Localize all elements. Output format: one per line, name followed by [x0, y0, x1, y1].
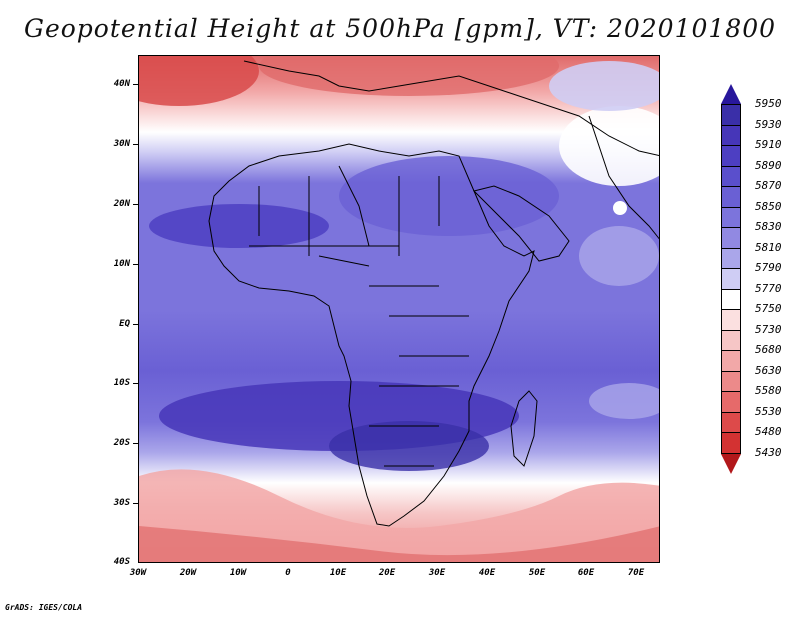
colorbar-swatch: [721, 289, 741, 310]
y-tick-40n: 40N: [113, 79, 130, 89]
colorbar-swatch: [721, 330, 741, 351]
y-tickmark: [133, 144, 138, 145]
y-tickmark: [133, 324, 138, 325]
arabian-peninsula: [473, 185, 570, 262]
y-tickmark: [133, 264, 138, 265]
x-tick-20w: 20W: [179, 568, 197, 578]
colorbar-swatch: [721, 392, 741, 413]
colorbar-label: 5530: [755, 404, 782, 418]
colorbar-bottom-arrow: [721, 453, 741, 474]
colorbar-swatch: [721, 433, 741, 454]
colorbar-label: 5930: [755, 117, 782, 131]
colorbar-label: 5870: [755, 179, 782, 192]
colorbar-label: 5730: [755, 322, 782, 336]
x-tick-10w: 10W: [229, 568, 247, 578]
y-tickmark: [133, 84, 138, 85]
high-region-north-east-africa: [339, 156, 559, 236]
high-region-west-africa: [149, 204, 329, 248]
x-tick-0: 0: [285, 568, 291, 578]
madagascar: [510, 390, 538, 467]
colorbar-label: 5680: [755, 343, 782, 356]
colorbar-swatch: [721, 351, 741, 372]
local-ridge-point: [613, 201, 627, 215]
colorbar-label: 5850: [755, 199, 782, 213]
colorbar-cells: [721, 104, 741, 454]
colorbar-swatch: [721, 269, 741, 290]
colorbar-label: 5890: [755, 158, 782, 172]
colorbar-label: 5480: [755, 425, 782, 438]
y-tickmark: [133, 503, 138, 504]
y-tick-40s: 40S: [113, 557, 130, 567]
patch-indian-ocean: [579, 226, 659, 286]
low-core-south: [139, 526, 659, 562]
colorbar-swatch: [721, 412, 741, 433]
x-tick-60e: 60E: [577, 568, 595, 578]
y-tick-10s: 10S: [113, 378, 130, 388]
colorbar-label: 5770: [755, 281, 782, 295]
y-tickmark: [133, 443, 138, 444]
low-height-region-northwest: [139, 56, 259, 106]
ridge-arabian-sea: [559, 106, 659, 186]
y-tick-eq: EQ: [119, 319, 130, 329]
chart-title: Geopotential Height at 500hPa [gpm], VT:…: [23, 14, 777, 43]
colorbar-swatch: [721, 228, 741, 249]
colorbar-label: 5790: [755, 261, 782, 274]
high-core-southern-africa: [329, 421, 489, 471]
colorbar-swatch: [721, 146, 741, 167]
footer-credit: GrADS: IGES/COLA: [5, 603, 83, 612]
europe-asia-coast: [243, 60, 659, 157]
x-tick-30e: 30E: [428, 568, 446, 578]
colorbar-swatch: [721, 166, 741, 187]
map-svg: [139, 56, 659, 562]
colorbar-label: 5910: [755, 138, 782, 151]
x-tick-30w: 30W: [129, 568, 147, 578]
patch-south-indian-ocean: [589, 383, 659, 419]
y-tickmark: [133, 383, 138, 384]
colorbar-swatch: [721, 310, 741, 331]
x-tick-40e: 40E: [478, 568, 496, 578]
colorbar-label: 5810: [755, 240, 782, 254]
colorbar-swatch: [721, 187, 741, 208]
y-tick-30n: 30N: [113, 139, 130, 149]
country-borders: [249, 165, 469, 467]
africa-outline: [208, 143, 535, 527]
y-tick-30s: 30S: [113, 498, 130, 508]
colorbar-swatch: [721, 125, 741, 146]
colorbar-swatch: [721, 207, 741, 228]
y-tick-20s: 20S: [113, 438, 130, 448]
coastlines: [208, 60, 659, 527]
colorbar-label: 5950: [755, 97, 782, 110]
low-height-region-mediterranean: [259, 56, 559, 96]
india-coast: [588, 115, 659, 240]
colorbar-label: 5430: [755, 445, 782, 459]
x-tick-20e: 20E: [378, 568, 396, 578]
colorbar-top-arrow: [721, 84, 741, 104]
band-north-east: [549, 61, 659, 111]
x-tick-10e: 10E: [329, 568, 347, 578]
colorbar-swatch: [721, 248, 741, 269]
y-tick-20n: 20N: [113, 199, 130, 209]
colorbar-label: 5830: [755, 220, 782, 233]
colorbar-swatch: [721, 371, 741, 392]
colorbar-label: 5580: [755, 384, 782, 397]
x-tick-70e: 70E: [627, 568, 645, 578]
y-tick-10n: 10N: [113, 259, 130, 269]
x-tick-50e: 50E: [528, 568, 546, 578]
colorbar-swatch: [721, 104, 741, 126]
y-tickmark: [133, 204, 138, 205]
colorbar: [721, 84, 741, 474]
colorbar-label: 5750: [755, 302, 782, 315]
map-panel: [138, 55, 660, 563]
colorbar-label: 5630: [755, 363, 782, 377]
